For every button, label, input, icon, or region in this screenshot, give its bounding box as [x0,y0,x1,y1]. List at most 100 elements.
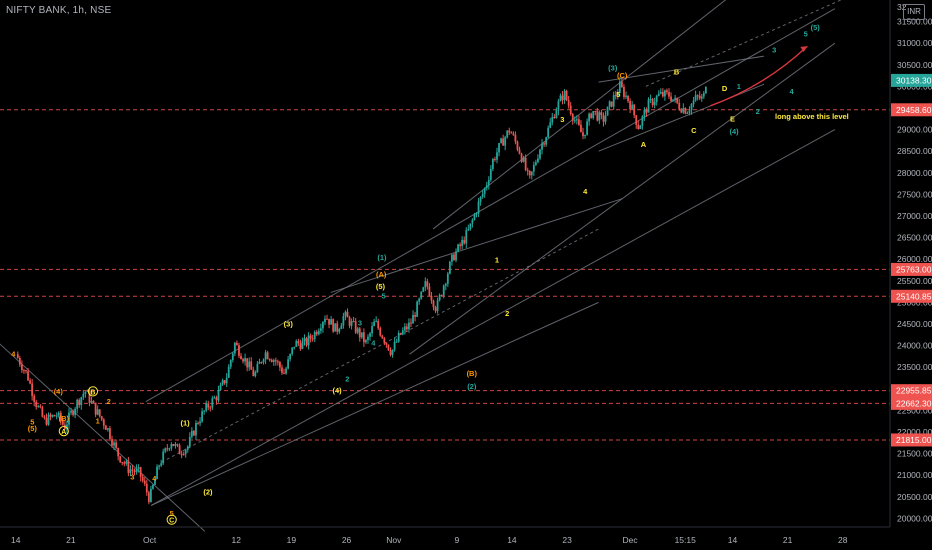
candle-body [299,343,302,349]
price-label: 21815.00 [896,435,932,445]
candle-body [514,134,517,142]
candle-body [27,371,29,381]
candle-body [104,425,107,430]
candle-body [240,355,242,360]
candle-body [684,107,687,114]
y-tick-label: 27000.00 [897,211,932,221]
candle-body [664,90,666,97]
candle-body [115,442,117,448]
candle-body [18,358,21,365]
candle-body [668,92,670,97]
candle-body [84,391,87,394]
y-tick-label: 27500.00 [897,189,932,199]
candle-body [436,300,439,312]
candle-body [268,359,271,361]
x-tick-label: 19 [287,535,297,545]
y-tick-label: 22000.00 [897,427,932,437]
candle-body [336,323,339,332]
candle-body [641,116,644,126]
candle-body [623,86,625,97]
y-tick-label: 24500.00 [897,319,932,329]
candle-body [549,122,552,128]
candle-body [516,141,519,150]
x-tick-label: 28 [838,535,848,545]
candle-body [690,104,693,111]
candle-body [379,328,382,336]
y-tick-label: 26500.00 [897,233,932,243]
horizontal-levels [0,109,890,441]
y-tick-label: 30500.00 [897,60,932,70]
candle-body [113,442,115,446]
wave-label: (C) [617,71,628,80]
wave-label: 4 [152,474,157,483]
wave-label: E [730,114,735,123]
candle-body [651,98,654,106]
candle-body [393,341,396,350]
wave-label: (2) [203,488,213,497]
trend-line [145,8,836,403]
candle-body [442,285,445,296]
candle-body [346,311,349,318]
price-label-bg [891,103,932,117]
candle-body [590,113,593,118]
wave-label: 3 [358,318,362,327]
candle-body [201,411,204,422]
candle-body [188,436,191,447]
wave-label: (5) [811,23,821,32]
wave-label: (B) [467,369,478,378]
candle-body [182,454,185,456]
candle-body [145,483,148,493]
candle-body [414,314,416,317]
candle-body [227,366,230,378]
projection-arrow [710,45,808,107]
candle-body [489,168,492,180]
candle-body [573,120,576,122]
wave-label: 3 [560,115,564,124]
candle-body [385,342,388,345]
wave-label: (3) [284,320,294,329]
wave-label: (2) [467,382,477,391]
candle-body [244,358,247,362]
candle-body [231,353,234,361]
candle-body [502,138,505,146]
candle-body [150,488,152,502]
candle-body [172,444,175,446]
candle-body [487,179,490,186]
candle-body [242,359,244,362]
candle-body [223,380,226,384]
candle-body [543,143,545,145]
y-tick-label: 24000.00 [897,341,932,351]
candle-body [221,380,224,385]
candle-body [98,409,101,417]
candle-body [512,133,515,135]
price-label-bg [891,262,932,276]
candle-body [156,466,158,480]
candle-body [635,115,638,125]
candle-body [375,320,378,322]
candle-body [508,130,511,133]
price-label-bg [891,433,932,447]
candle-body [629,101,631,110]
trend-line [598,55,765,83]
candle-body [510,132,513,134]
wave-label: 4 [371,339,376,348]
y-tick-label: 31000.00 [897,38,932,48]
candle-body [383,338,386,343]
candle-body [469,223,472,230]
candle-body [389,350,392,355]
candle-body [80,397,83,406]
candle-body [274,360,277,362]
candle-body [43,416,46,418]
currency-badge[interactable]: INR [903,4,925,20]
candle-body [246,358,249,368]
candle-body [186,446,189,450]
wave-label: C [691,126,697,135]
candle-body [539,149,541,159]
candle-body [430,295,433,301]
price-label: 25763.00 [896,264,932,274]
candle-body [203,410,206,412]
candle-body [330,319,333,325]
wave-label: (A) [376,270,387,279]
candle-body [82,393,85,398]
